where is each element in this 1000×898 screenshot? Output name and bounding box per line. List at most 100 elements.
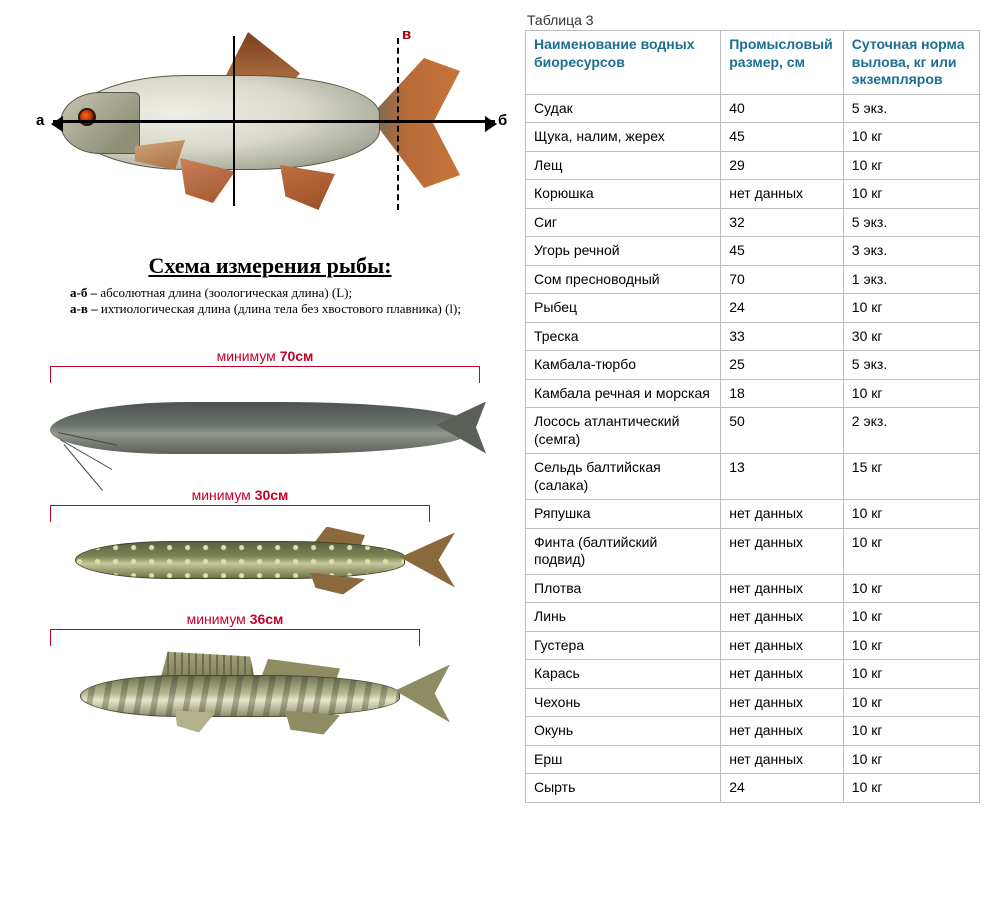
table-cell: Щука, налим, жерех [526,123,721,152]
table-cell: 2 экз. [843,408,979,454]
table-cell: Корюшка [526,180,721,209]
table-cell: 10 кг [843,123,979,152]
table-cell: 10 кг [843,180,979,209]
table-cell: 30 кг [843,322,979,351]
table-row: Сом пресноводный701 экз. [526,265,980,294]
fish-eye-shape [78,108,96,126]
legend-line-2: а-в – ихтиологическая длина (длина тела … [70,301,500,317]
pike-illustration [75,523,455,593]
min-size-label-prefix: минимум [187,611,250,627]
table-row: Лосось атлантический (семга)502 экз. [526,408,980,454]
table-row: Сырть2410 кг [526,774,980,803]
table-cell: 10 кг [843,574,979,603]
min-size-label: минимум 36см [50,611,420,627]
legend-1-prefix: а-б – [70,285,100,300]
table-cell: 10 кг [843,717,979,746]
table-row: Камбала-тюрбо255 экз. [526,351,980,380]
table-cell: 24 [721,294,844,323]
table-cell: Лосось атлантический (семга) [526,408,721,454]
table-cell: 32 [721,208,844,237]
fish-limits-table: Наименование водных биоресурсовПромыслов… [525,30,980,803]
table-cell: Сырть [526,774,721,803]
min-size-item: минимум 30см [50,487,430,593]
table-cell: 5 экз. [843,351,979,380]
table-cell: 29 [721,151,844,180]
fish-measurement-diagram: а б в [30,20,490,245]
table-cell: Сиг [526,208,721,237]
table-cell: Сельдь балтийская (салака) [526,454,721,500]
table-cell: Карась [526,660,721,689]
fish-tail-shape [436,402,486,454]
whisker-shape [64,444,103,491]
fish-body-shape [80,675,400,717]
table-cell: Линь [526,603,721,632]
zander-illustration [80,647,450,737]
table-row: Щука, налим, жерех4510 кг [526,123,980,152]
diagram-column: а б в Схема измерения рыбы: а-б – абсолю… [0,0,520,898]
label-b: б [498,112,507,129]
table-cell: Сом пресноводный [526,265,721,294]
table-cell: 10 кг [843,528,979,574]
legend-2-text: ихтиологическая длина (длина тела без хв… [101,301,461,316]
table-cell: нет данных [721,631,844,660]
table-cell: 18 [721,379,844,408]
table-cell: 10 кг [843,294,979,323]
table-cell: 5 экз. [843,94,979,123]
table-column: Таблица 3 Наименование водных биоресурсо… [520,0,1000,898]
label-v: в [402,26,411,43]
table-cell: Плотва [526,574,721,603]
table-row: Сиг325 экз. [526,208,980,237]
table-cell: 50 [721,408,844,454]
min-size-item: минимум 36см [50,611,420,737]
fish-body-shape [75,541,405,579]
min-size-value: 30см [255,487,289,503]
fish-head-shape [60,92,140,154]
table-cell: нет данных [721,603,844,632]
min-size-bracket [50,366,480,384]
table-cell: нет данных [721,528,844,574]
table-header-cell: Промысловый размер, см [721,31,844,95]
table-cell: 1 экз. [843,265,979,294]
table-cell: 10 кг [843,745,979,774]
table-cell: Судак [526,94,721,123]
table-cell: Треска [526,322,721,351]
scheme-title: Схема измерения рыбы: [30,253,510,279]
fish-tail-shape [370,58,460,188]
table-header-cell: Суточная норма вылова, кг или экземпляро… [843,31,979,95]
table-body: Судак405 экз.Щука, налим, жерех4510 кгЛе… [526,94,980,802]
table-cell: 5 экз. [843,208,979,237]
table-cell: нет данных [721,180,844,209]
table-cell: Угорь речной [526,237,721,266]
table-row: Ряпушканет данных10 кг [526,500,980,529]
table-head: Наименование водных биоресурсовПромыслов… [526,31,980,95]
table-row: Карасьнет данных10 кг [526,660,980,689]
min-size-bracket [50,629,420,647]
min-size-bracket [50,505,430,523]
table-cell: 10 кг [843,660,979,689]
table-cell: 70 [721,265,844,294]
fish-body-shape [50,402,470,454]
fish-anal-fin-shape [280,165,335,210]
table-cell: нет данных [721,717,844,746]
vertical-marker-2-dashed [397,38,399,210]
table-cell: Ряпушка [526,500,721,529]
table-row: Корюшканет данных10 кг [526,180,980,209]
scheme-legend: а-б – абсолютная длина (зоологическая дл… [70,285,500,318]
table-cell: нет данных [721,688,844,717]
fish-tail-shape [395,665,450,723]
table-cell: 45 [721,237,844,266]
table-cell: 33 [721,322,844,351]
min-size-label: минимум 30см [50,487,430,503]
table-cell: 24 [721,774,844,803]
table-cell: нет данных [721,500,844,529]
table-row: Чехоньнет данных10 кг [526,688,980,717]
table-cell: 10 кг [843,151,979,180]
table-caption: Таблица 3 [527,12,980,28]
table-cell: Камбала-тюрбо [526,351,721,380]
min-size-label: минимум 70см [50,348,480,364]
table-header-row: Наименование водных биоресурсовПромыслов… [526,31,980,95]
label-a: а [36,112,44,129]
minimum-size-illustrations: минимум 70см минимум 30см минимум 36см [30,348,510,737]
table-cell: Финта (балтийский подвид) [526,528,721,574]
min-size-value: 70см [280,348,314,364]
